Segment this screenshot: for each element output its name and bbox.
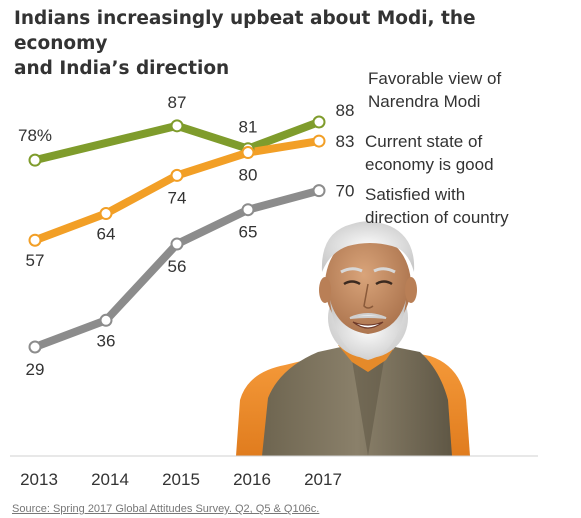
data-point-economy-2015 (170, 168, 184, 182)
series-label-direction-line-1: Satisfied with (365, 185, 465, 204)
data-label-economy-2013: 57 (26, 251, 45, 270)
data-point-economy-2013 (28, 233, 42, 247)
data-point-economy-2017 (312, 134, 326, 148)
data-label-direction-2014: 36 (97, 331, 116, 350)
data-label-direction-2013: 29 (26, 360, 45, 379)
plot-area: 78% 87 81 88 57 64 74 80 83 29 36 56 65 70 (18, 93, 354, 379)
data-label-modi-2017: 88 (336, 101, 355, 120)
data-point-direction-2016 (241, 203, 255, 217)
data-label-modi-2013: 78% (18, 126, 52, 145)
data-label-economy-2015: 74 (168, 188, 187, 207)
data-point-modi-2017 (312, 115, 326, 129)
series-label-modi-line-1: Favorable view of (368, 69, 502, 88)
data-label-direction-2016: 65 (239, 223, 258, 242)
data-point-direction-2015 (170, 237, 184, 251)
series-line-modi (31, 118, 323, 165)
data-point-economy-2016 (241, 146, 255, 160)
data-label-direction-2017: 70 (336, 182, 355, 201)
data-point-modi-2015 (170, 119, 184, 133)
data-label-economy-2016: 80 (239, 166, 258, 185)
data-point-direction-2013 (28, 340, 42, 354)
portrait-photo (236, 221, 470, 456)
chart-title: Indians increasingly upbeat about Modi, … (14, 6, 574, 81)
data-point-direction-2014 (99, 313, 113, 327)
x-tick-label-2016: 2016 (233, 470, 271, 489)
series-label-economy-line-1: Current state of (365, 132, 482, 151)
data-label-economy-2014: 64 (97, 225, 116, 244)
data-point-direction-2017 (312, 184, 326, 198)
data-point-economy-2014 (99, 207, 113, 221)
series-label-modi-line-2: Narendra Modi (368, 92, 480, 111)
x-axis: 2013 2014 2015 2016 2017 (10, 455, 538, 489)
data-point-modi-2013 (28, 153, 42, 167)
series-label-economy-line-2: economy is good (365, 155, 494, 174)
series-labels: Favorable view of Narendra Modi Current st… (365, 69, 509, 227)
x-tick-label-2014: 2014 (91, 470, 129, 489)
x-tick-label-2015: 2015 (162, 470, 200, 489)
data-label-direction-2015: 56 (168, 257, 187, 276)
series-label-direction-line-2: direction of country (365, 208, 509, 227)
data-label-economy-2017: 83 (336, 132, 355, 151)
title-line-2: and India’s direction (14, 58, 230, 79)
source-note: Source: Spring 2017 Global Attitudes Sur… (12, 503, 320, 515)
data-label-modi-2016: 81 (239, 118, 258, 137)
data-label-modi-2015: 87 (168, 93, 187, 112)
title-line-1: Indians increasingly upbeat about Modi, … (14, 8, 476, 54)
x-tick-label-2013: 2013 (20, 470, 58, 489)
x-tick-label-2017: 2017 (304, 470, 342, 489)
